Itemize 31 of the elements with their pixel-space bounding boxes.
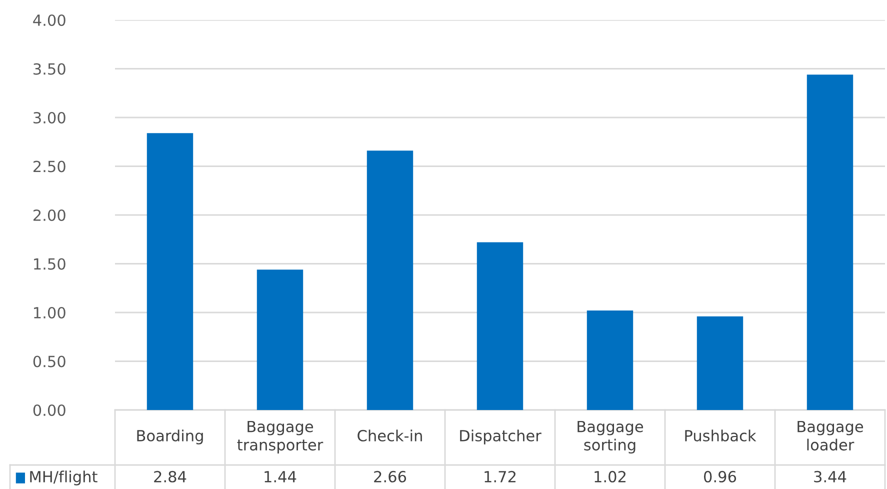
- data-label: 1.02: [594, 470, 626, 482]
- y-tick-label: 3.50: [34, 63, 66, 75]
- y-tick-label: 3.00: [34, 112, 66, 124]
- x-tick-label: Baggage sorting: [578, 420, 644, 454]
- y-tick-label: 2.00: [33, 209, 66, 222]
- data-label: 1.44: [264, 471, 296, 482]
- bar: [366, 150, 414, 410]
- y-tick-label: 0.50: [33, 356, 66, 368]
- x-tick-label: Boarding: [137, 430, 203, 444]
- y-tick-label: 0.00: [33, 404, 66, 416]
- data-label: 0.96: [704, 470, 736, 482]
- y-tick-label: 4.00: [33, 14, 66, 26]
- bar: [586, 310, 634, 410]
- data-label: 1.72: [484, 470, 516, 482]
- bar: [476, 242, 524, 410]
- data-label: 2.84: [154, 470, 186, 482]
- x-tick-label: Check-in: [358, 430, 422, 442]
- legend-label: MH/flight: [30, 470, 98, 486]
- bar: [696, 316, 744, 410]
- x-tick-label: Pushback: [685, 430, 756, 442]
- bar: [146, 133, 194, 410]
- y-tick-label: 2.50: [33, 160, 66, 172]
- x-tick-label: Baggage transporter: [237, 420, 324, 454]
- data-label: 3.44: [814, 470, 846, 482]
- x-tick-label: Baggage loader: [798, 420, 864, 451]
- bar: [256, 270, 304, 410]
- x-tick-label: Dispatcher: [460, 430, 542, 444]
- bar: [806, 74, 854, 410]
- y-tick-label: 1.50: [34, 258, 66, 270]
- data-label: 2.66: [374, 470, 406, 482]
- y-tick-label: 1.00: [34, 306, 66, 319]
